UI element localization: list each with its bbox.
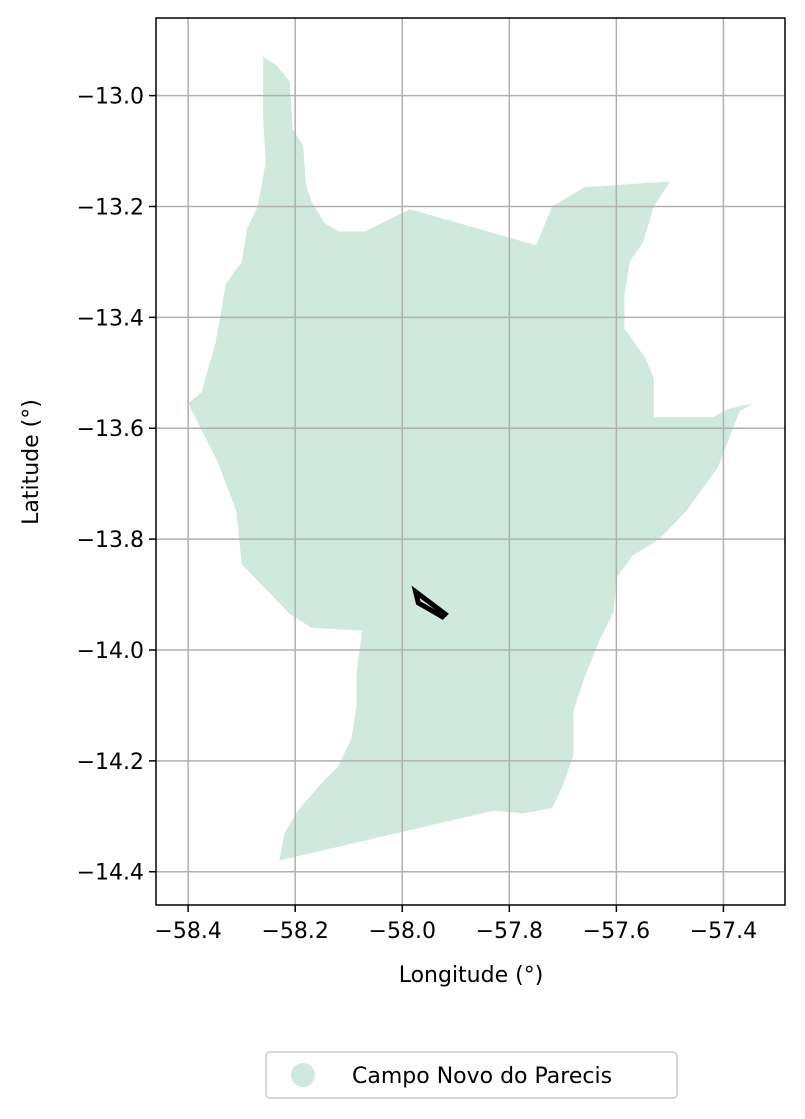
legend-label: Campo Novo do Parecis bbox=[352, 1064, 612, 1089]
feature-layer bbox=[411, 585, 449, 620]
grid-layer bbox=[156, 18, 785, 905]
municipality-region bbox=[188, 56, 753, 861]
y-ticks: −13.0 −13.2 −13.4 −13.6 −13.8 −14.0 −14.2 −14.4 bbox=[77, 85, 156, 886]
plot-area bbox=[155, 17, 786, 906]
legend-marker bbox=[291, 1063, 315, 1087]
y-tick-label: −14.2 bbox=[77, 750, 144, 775]
x-axis-label: Longitude (°) bbox=[399, 963, 544, 988]
legend-box bbox=[265, 1051, 678, 1099]
x-ticks: −58.4 −58.2 −58.0 −57.8 −57.6 −57.4 bbox=[154, 905, 757, 944]
legend: Campo Novo do Parecis bbox=[265, 1051, 678, 1099]
y-tick-label: −14.0 bbox=[77, 639, 144, 664]
y-tick-label: −13.0 bbox=[77, 85, 144, 110]
outlined-feature bbox=[411, 585, 449, 620]
y-tick-label: −13.8 bbox=[77, 528, 144, 553]
x-tick-label: −57.6 bbox=[583, 919, 650, 944]
x-tick-label: −57.8 bbox=[476, 919, 543, 944]
y-tick-label: −14.4 bbox=[77, 861, 144, 886]
x-tick-label: −58.4 bbox=[154, 919, 221, 944]
y-tick-label: −13.4 bbox=[77, 306, 144, 331]
x-tick-label: −58.0 bbox=[369, 919, 436, 944]
y-tick-label: −13.2 bbox=[77, 195, 144, 220]
region-layer bbox=[188, 56, 753, 861]
y-axis-label: Latitude (°) bbox=[19, 399, 44, 525]
x-tick-label: −57.4 bbox=[690, 919, 757, 944]
x-tick-label: −58.2 bbox=[261, 919, 328, 944]
axes-frame bbox=[155, 17, 786, 906]
y-tick-label: −13.6 bbox=[77, 417, 144, 442]
